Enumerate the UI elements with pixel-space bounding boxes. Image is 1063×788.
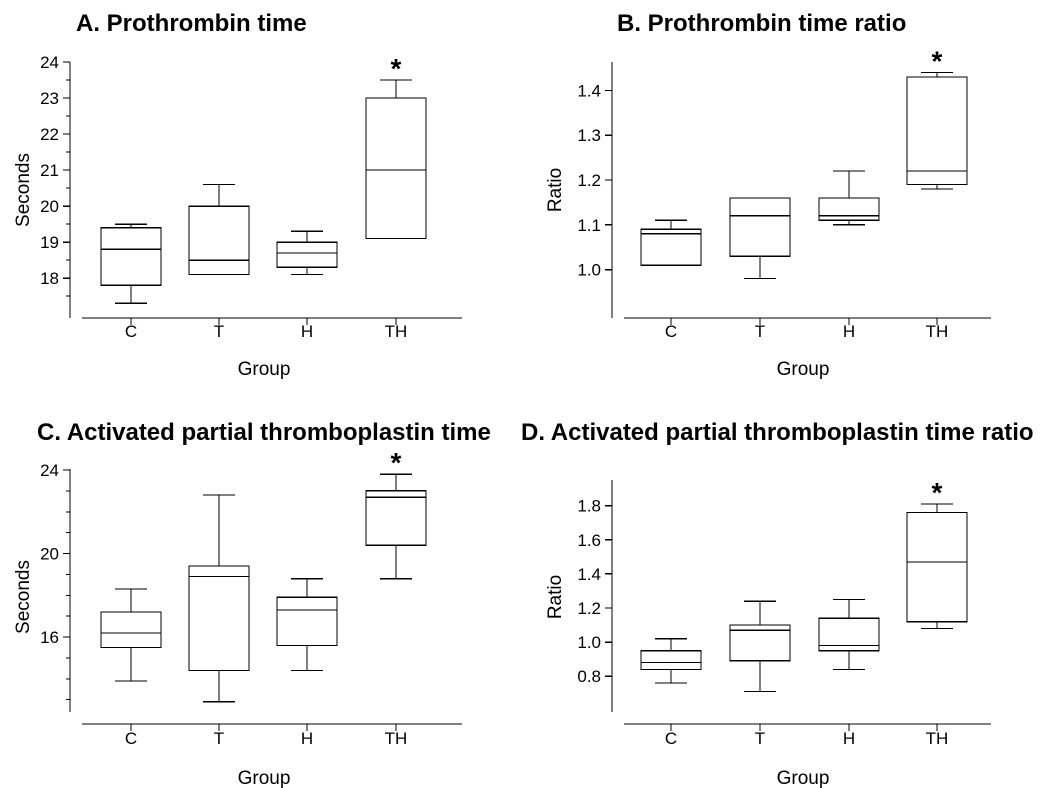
x-tick-label: TH [385, 322, 408, 341]
box-H [818, 598, 880, 671]
chart-d-svg: D. Activated partial thromboplastin time… [521, 419, 1034, 788]
chart-marks: 1.01.11.21.31.4C T H TH* [577, 45, 968, 341]
chart-b-svg: B. Prothrombin time ratio Ratio Group 1.… [545, 10, 991, 380]
iqr-box [818, 197, 880, 221]
iqr-box [188, 205, 250, 276]
y-tick-label: 19 [40, 233, 59, 252]
iqr-box [188, 565, 250, 672]
x-tick-label: H [843, 322, 855, 341]
y-tick-label: 1.2 [577, 171, 601, 190]
y-axis-label: Seconds [13, 153, 34, 227]
y-tick-label: 24 [40, 461, 59, 480]
x-tick-label: H [301, 729, 313, 748]
y-tick-label: 18 [40, 269, 59, 288]
y-tick-label: 24 [40, 53, 59, 72]
box-C [100, 588, 162, 682]
x-tick-label: T [214, 322, 224, 341]
y-tick-label: 21 [40, 161, 59, 180]
significance-marker: * [932, 45, 943, 76]
x-axis-label: Group [238, 768, 291, 788]
chart-panel-d: D. Activated partial thromboplastin time… [521, 394, 1063, 788]
significance-marker: * [932, 477, 943, 508]
y-axis-label: Seconds [13, 560, 34, 634]
y-tick-label: 1.1 [577, 216, 601, 235]
iqr-box [729, 197, 791, 257]
chart-a-svg: A. Prothrombin time Seconds Group 18 19 20… [13, 10, 462, 380]
x-tick-label: TH [926, 729, 949, 748]
box-TH [906, 503, 968, 630]
y-tick-label: 1.4 [577, 81, 601, 100]
iqr-box [640, 228, 702, 266]
chart-panel-b: B. Prothrombin time ratio Ratio Group 1.… [531, 0, 1063, 394]
x-tick-label: TH [385, 729, 408, 748]
box-H [276, 577, 338, 672]
y-tick-label: 16 [40, 628, 59, 647]
x-tick-label: H [301, 322, 313, 341]
box-TH [365, 79, 427, 240]
box-H [276, 230, 338, 276]
chart-panel-a: A. Prothrombin time Seconds Group 18 19 20… [0, 0, 531, 394]
iqr-box [906, 511, 968, 623]
x-axis-label: Group [777, 359, 830, 380]
y-tick-label: 1.3 [577, 126, 601, 145]
iqr-box [276, 596, 338, 647]
chart-title: D. Activated partial thromboplastin time… [521, 419, 1034, 446]
y-tick-label: 1.6 [577, 531, 601, 550]
box-C [640, 219, 702, 266]
iqr-box [365, 490, 427, 546]
box-TH [365, 473, 427, 580]
y-tick-label: 1.2 [577, 599, 601, 618]
iqr-box [100, 611, 162, 649]
iqr-box [100, 227, 162, 287]
box-T [188, 494, 250, 703]
iqr-box [906, 76, 968, 186]
box-H [818, 170, 880, 226]
chart-c-svg: C. Activated partial thromboplastin time… [13, 419, 491, 788]
iqr-box [276, 241, 338, 269]
iqr-box [729, 624, 791, 662]
x-tick-label: C [665, 729, 677, 748]
y-tick-label: 1.0 [577, 261, 601, 280]
x-tick-label: T [214, 729, 224, 748]
x-tick-label: T [755, 729, 765, 748]
y-tick-label: 23 [40, 89, 59, 108]
chart-marks: 0.81.01.21.41.61.8C T H TH* [577, 477, 968, 748]
significance-marker: * [391, 53, 402, 84]
box-T [188, 183, 250, 276]
significance-marker: * [391, 447, 402, 478]
y-tick-label: 1.8 [577, 497, 601, 516]
box-T [729, 600, 791, 693]
x-tick-label: TH [926, 322, 949, 341]
x-axis-label: Group [777, 768, 830, 788]
y-tick-label: 20 [40, 545, 59, 564]
box-TH [906, 71, 968, 190]
x-tick-label: C [665, 322, 677, 341]
y-tick-label: 20 [40, 197, 59, 216]
y-axis-label: Ratio [545, 575, 566, 619]
x-tick-label: C [125, 729, 137, 748]
iqr-box [365, 97, 427, 240]
chart-title: C. Activated partial thromboplastin time [37, 419, 491, 446]
chart-title: B. Prothrombin time ratio [617, 10, 906, 37]
x-tick-label: C [125, 322, 137, 341]
x-tick-label: H [843, 729, 855, 748]
y-tick-label: 22 [40, 125, 59, 144]
chart-panel-c: C. Activated partial thromboplastin time… [0, 394, 531, 788]
x-tick-label: T [755, 322, 765, 341]
x-axis-label: Group [238, 359, 291, 380]
y-tick-label: 0.8 [577, 667, 601, 686]
iqr-box [640, 649, 702, 671]
box-C [640, 638, 702, 684]
y-tick-label: 1.0 [577, 633, 601, 652]
box-C [100, 223, 162, 305]
box-T [729, 197, 791, 280]
y-tick-label: 1.4 [577, 565, 601, 584]
chart-title: A. Prothrombin time [76, 10, 307, 37]
y-axis-label: Ratio [545, 168, 566, 212]
